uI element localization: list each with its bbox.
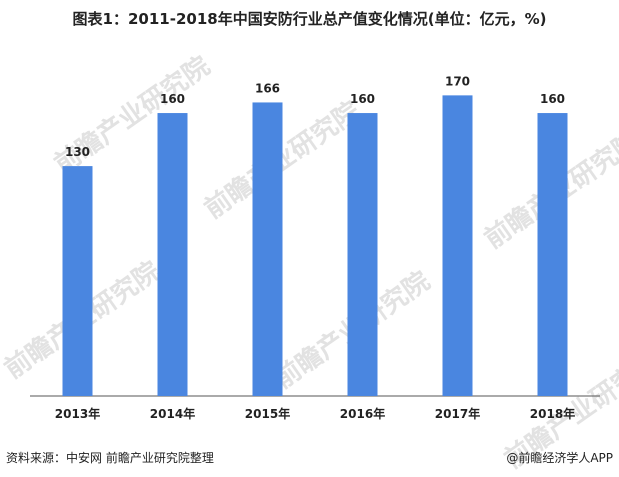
- data-label-5: 160: [540, 92, 565, 106]
- data-label-3: 160: [350, 92, 375, 106]
- bar-3: [347, 113, 378, 396]
- x-tick-label-1: 2014年: [150, 406, 195, 421]
- bar-4: [442, 95, 473, 397]
- chart-title: 图表1：2011-2018年中国安防行业总产值变化情况(单位：亿元，%): [72, 10, 547, 28]
- x-tick-label-3: 2016年: [340, 406, 385, 421]
- data-label-1: 160: [160, 92, 185, 106]
- data-label-4: 170: [445, 74, 470, 88]
- x-tick-label-0: 2013年: [55, 406, 100, 421]
- credit-note: @前瞻经济学人APP: [506, 451, 613, 465]
- bar-5: [537, 113, 568, 396]
- data-label-2: 166: [255, 81, 280, 95]
- x-tick-label-2: 2015年: [245, 406, 290, 421]
- bar-2: [252, 102, 283, 396]
- x-tick-label-4: 2017年: [435, 406, 480, 421]
- bar-0: [62, 166, 93, 396]
- source-note: 资料来源：中安网 前瞻产业研究院整理: [6, 451, 214, 465]
- bar-1: [157, 113, 188, 396]
- x-tick-label-5: 2018年: [530, 406, 575, 421]
- data-label-0: 130: [65, 145, 90, 159]
